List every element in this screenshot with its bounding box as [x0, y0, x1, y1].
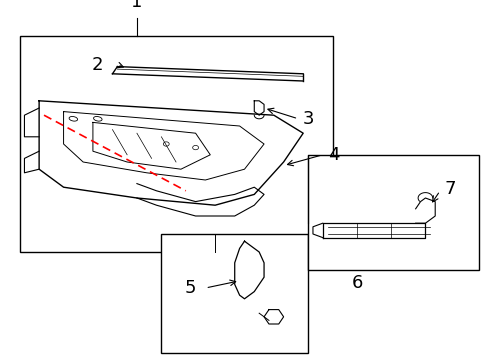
Bar [307, 155, 478, 270]
Text: 2: 2 [91, 56, 102, 74]
Text: 5: 5 [183, 279, 195, 297]
Bar [161, 234, 307, 353]
Text: 4: 4 [327, 146, 339, 164]
Text: 1: 1 [131, 0, 142, 11]
Text: 7: 7 [444, 180, 456, 198]
Bar [20, 36, 332, 252]
Text: 6: 6 [350, 274, 362, 292]
Text: 3: 3 [303, 110, 314, 128]
